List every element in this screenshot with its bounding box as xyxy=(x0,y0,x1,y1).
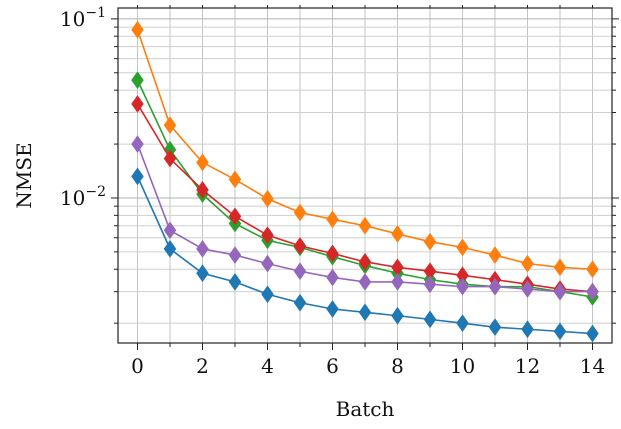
data-point xyxy=(553,282,567,301)
data-point xyxy=(326,268,339,287)
data-point xyxy=(521,320,534,339)
data-point xyxy=(293,262,307,281)
data-point xyxy=(163,116,177,135)
x-tick-label: 4 xyxy=(261,354,274,378)
x-tick-label: 14 xyxy=(580,354,605,378)
data-point xyxy=(293,293,307,312)
series-4 xyxy=(131,167,599,343)
data-point xyxy=(586,324,599,343)
data-point xyxy=(456,314,469,333)
data-point xyxy=(163,149,177,168)
data-point xyxy=(456,238,469,257)
data-point xyxy=(358,303,372,322)
x-axis-label: Batch xyxy=(336,397,395,421)
y-tick-label: 10−2 xyxy=(60,184,106,210)
data-point xyxy=(423,275,437,294)
data-point xyxy=(423,310,437,329)
data-point xyxy=(196,180,209,199)
y-tick-label: 10−1 xyxy=(60,5,106,31)
x-tick-label: 12 xyxy=(515,354,540,378)
data-point xyxy=(261,189,274,208)
data-point xyxy=(131,95,144,113)
x-tick-label: 0 xyxy=(131,354,144,378)
data-point xyxy=(131,135,144,153)
series-layer xyxy=(131,20,599,343)
data-point xyxy=(228,207,242,226)
data-point xyxy=(358,216,372,235)
data-point xyxy=(261,254,274,273)
data-point xyxy=(391,306,404,325)
data-point xyxy=(488,318,502,337)
data-point xyxy=(456,277,469,296)
data-point xyxy=(391,272,404,291)
data-point xyxy=(488,246,502,265)
x-tick-label: 10 xyxy=(450,354,475,378)
axis-ticks: 0 2 4 6 8 10 12 14 10−2 10−1 xyxy=(60,5,619,378)
data-point xyxy=(228,170,242,189)
data-point xyxy=(488,277,502,296)
grid xyxy=(118,8,612,343)
data-point xyxy=(163,221,177,240)
data-point xyxy=(521,280,534,299)
data-point xyxy=(553,258,567,277)
y-axis-label: NMSE xyxy=(12,142,36,208)
data-point xyxy=(261,226,274,245)
data-point xyxy=(196,264,209,283)
data-point xyxy=(196,239,209,258)
data-point xyxy=(228,246,242,265)
data-point xyxy=(423,232,437,251)
data-point xyxy=(293,236,307,255)
data-point xyxy=(586,282,599,301)
data-point xyxy=(261,285,274,304)
series-0 xyxy=(131,20,599,279)
data-point xyxy=(586,260,599,279)
data-point xyxy=(131,20,144,39)
data-point xyxy=(131,167,144,186)
data-point xyxy=(326,210,339,229)
series-3 xyxy=(131,135,599,301)
data-point xyxy=(326,300,339,318)
data-point xyxy=(391,224,404,243)
data-point xyxy=(131,71,144,90)
data-point xyxy=(553,322,567,341)
data-point xyxy=(196,153,209,172)
x-tick-label: 8 xyxy=(391,354,404,378)
x-tick-label: 2 xyxy=(196,354,209,378)
data-point xyxy=(228,272,242,291)
data-point xyxy=(358,252,372,271)
data-point xyxy=(358,272,372,291)
x-tick-label: 6 xyxy=(326,354,339,378)
data-point xyxy=(521,254,534,273)
data-point xyxy=(293,203,307,222)
data-point xyxy=(326,244,339,263)
data-point xyxy=(163,239,177,258)
